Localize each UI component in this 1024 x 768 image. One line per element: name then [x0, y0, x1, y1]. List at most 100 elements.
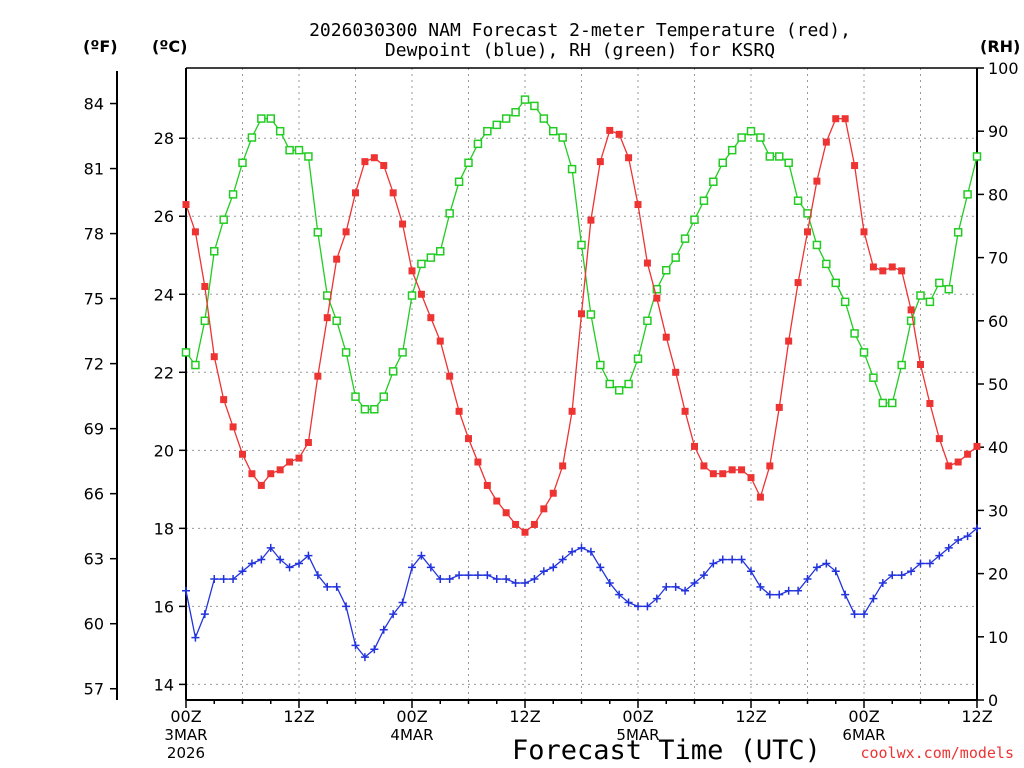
rh-point [624, 379, 633, 389]
rh-point [407, 291, 417, 300]
rh-point [662, 265, 671, 275]
rh-point [709, 177, 718, 187]
dewpoint-point [662, 582, 671, 591]
rh-point [417, 259, 426, 269]
tick-labels: 14 16 18 20 22 24 26 28 57 60 63 66 69 72 75 78 81 84 0 10 2… [84, 59, 1019, 762]
temperature-point [267, 470, 275, 478]
dewpoint-point [210, 575, 219, 584]
dewpoint-point [238, 567, 247, 576]
dewpoint-point [671, 582, 680, 591]
temperature-point [973, 442, 981, 450]
rh-point [191, 360, 200, 370]
temperature-point [841, 115, 849, 123]
temperature-point [662, 333, 670, 341]
temperature-point [540, 505, 548, 513]
dewpoint-point [747, 567, 755, 576]
rh-unit-label: (RH) [980, 37, 1020, 56]
x-tick-label: 12Z [961, 707, 992, 726]
rh-point [756, 133, 765, 142]
rh-point [464, 158, 473, 168]
rh-tick-label: 60 [988, 312, 1008, 331]
temperature-point [549, 489, 557, 497]
dewpoint-point [624, 598, 633, 607]
temperature-point [879, 267, 887, 275]
temperature-point [455, 407, 463, 415]
dewpoint-point [850, 610, 859, 619]
rh-point [690, 215, 699, 224]
dewpoint-point [822, 559, 831, 568]
temperature-point [342, 228, 350, 236]
dewpoint-point [379, 625, 388, 634]
rh-point [341, 348, 351, 357]
dewpoint-point [709, 559, 718, 568]
fahrenheit-tick-label: 81 [84, 160, 104, 179]
temperature-point [389, 189, 397, 197]
rh-point [822, 259, 831, 269]
dewpoint-point [408, 563, 416, 572]
temperature-point [681, 407, 689, 415]
temperature-point [766, 462, 774, 470]
dewpoint-point [643, 602, 652, 611]
dewpoint-point [925, 559, 934, 568]
dewpoint-point [492, 575, 501, 584]
dewpoint-point [398, 598, 407, 607]
dewpoint-point [775, 590, 784, 599]
rh-point [520, 95, 530, 104]
temperature-point [728, 466, 736, 474]
dewpoint-point [812, 563, 821, 572]
temperature-point [248, 470, 256, 478]
rh-point [473, 139, 483, 149]
rh-point [285, 145, 294, 155]
rh-point [859, 348, 869, 357]
dewpoint-point [502, 575, 511, 584]
rh-point [953, 228, 963, 237]
temperature-point [436, 337, 444, 345]
dewpoint-point [577, 543, 586, 552]
rh-point [530, 101, 539, 111]
rh-point [247, 133, 257, 142]
rh-tick-label: 70 [988, 249, 1008, 268]
rh-point [558, 133, 567, 142]
temperature-point [521, 528, 529, 536]
dewpoint-point [652, 594, 661, 603]
rh-point [577, 240, 586, 250]
dewpoint-point [888, 571, 897, 580]
dewpoint-point [360, 653, 369, 662]
temperature-point [427, 314, 435, 322]
dewpoint-point [634, 602, 642, 611]
rh-point [812, 240, 822, 250]
temperature-point [596, 158, 604, 166]
dewpoint-point [728, 555, 737, 564]
x-tick-date-label: 3MAR [164, 726, 207, 744]
temperature-point [559, 462, 567, 470]
temperature-point [446, 372, 454, 380]
dewpoint-point [841, 590, 850, 599]
temperature-point [201, 282, 209, 290]
fahrenheit-tick-label: 84 [84, 95, 104, 114]
dewpoint-point [351, 641, 360, 650]
temperature-point [568, 407, 576, 415]
x-axis-label: Forecast Time (UTC) [512, 735, 821, 766]
rh-point [388, 367, 398, 376]
rh-point [360, 405, 370, 414]
celsius-tick-label: 14 [154, 675, 174, 694]
temperature-point [794, 279, 802, 287]
rh-point [275, 126, 285, 136]
rh-point [567, 164, 577, 174]
temperature-point [898, 267, 906, 275]
rh-point [351, 392, 360, 401]
dewpoint-point [257, 555, 266, 564]
rh-point [878, 398, 888, 408]
dewpoint-point [530, 575, 539, 584]
temperature-point [926, 400, 934, 408]
dewpoint-point [756, 582, 765, 591]
fahrenheit-tick-label: 75 [84, 290, 104, 309]
celsius-tick-label: 16 [154, 597, 174, 616]
rh-point [200, 316, 210, 326]
temperature-point [333, 255, 341, 263]
dewpoint-point [605, 578, 614, 587]
rh-point [539, 114, 549, 123]
dewpoint-point [935, 551, 944, 560]
dewpoint-point [718, 555, 727, 564]
